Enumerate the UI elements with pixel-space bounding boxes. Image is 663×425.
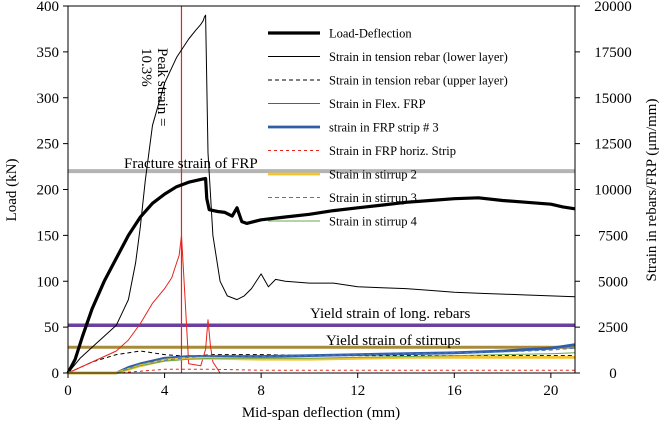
legend-label-6: Strain in FRP horiz. Strip [329, 144, 456, 158]
y-left-tick-label: 150 [37, 228, 60, 244]
series-line-5 [68, 343, 576, 375]
x-axis-title: Mid-span deflection (mm) [242, 405, 400, 421]
x-tick-label: 16 [447, 383, 463, 399]
series-group [66, 14, 576, 375]
x-tick-label: 12 [350, 383, 365, 399]
y-left-tick-label: 100 [37, 274, 60, 290]
x-tick-label: 8 [257, 383, 265, 399]
y-right-tick-label: 5000 [598, 274, 628, 290]
legend-label-9: Strain in stirrup 4 [329, 215, 418, 229]
series-line-2 [67, 14, 576, 374]
reference-label-yield-long-line: Yield strain of long. rebars [310, 306, 471, 322]
series-line-9 [68, 352, 576, 374]
y-left-tick-label: 400 [37, 0, 60, 15]
y-left-tick-label: 50 [44, 320, 59, 336]
series-line-1 [66, 176, 576, 374]
legend-label-5: strain in FRP strip # 3 [329, 121, 439, 135]
y-left-tick-label: 300 [37, 91, 60, 107]
reference-label-fracture-line: Fracture strain of FRP [124, 156, 258, 172]
y-left-tick-label: 0 [52, 366, 60, 382]
y-right-tick-label: 0 [609, 366, 617, 382]
y-right-tick-label: 7500 [598, 228, 628, 244]
y-right-tick-label: 12500 [594, 137, 632, 153]
x-tick-label: 4 [161, 383, 169, 399]
legend-label-4: Strain in Flex. FRP [329, 97, 426, 111]
y-left-axis-title: Load (kN) [4, 159, 20, 222]
plot-background [68, 6, 575, 373]
y-left-tick-label: 350 [37, 45, 60, 61]
legend-label-3: Strain in tension rebar (upper layer) [329, 74, 508, 88]
legend-label-1: Load-Deflection [329, 27, 412, 41]
x-tick-label: 20 [543, 383, 558, 399]
y-right-tick-label: 10000 [594, 183, 632, 199]
y-right-tick-label: 17500 [594, 45, 632, 61]
y-right-tick-label: 15000 [594, 91, 632, 107]
legend: Load-Deflection Strain in tension rebar (… [268, 27, 508, 229]
axes: 0 4 8 12 16 200501001502002503003504000250050… [37, 0, 632, 399]
series-line-4 [67, 234, 221, 374]
series-line-8 [68, 347, 576, 374]
reference-lines: Fracture strain of FRP Yield strain of lo… [68, 6, 575, 373]
y-left-tick-label: 200 [37, 183, 60, 199]
series-line-3 [67, 350, 575, 374]
legend-label-7: Strain in stirrup 2 [329, 168, 417, 182]
y-right-axis-title: Strain in rebars/FRP (μm/mm) [644, 99, 660, 282]
y-right-tick-label: 20000 [594, 0, 632, 15]
x-tick-label: 0 [64, 383, 72, 399]
series-line-6 [68, 368, 575, 374]
reference-label-yield-stirrup-line: Yield strain of stirrups [326, 333, 461, 349]
legend-label-2: Strain in tension rebar (lower layer) [329, 50, 508, 64]
y-right-tick-label: 2500 [598, 320, 628, 336]
legend-label-8: Strain in stirrup 3 [329, 191, 417, 205]
y-left-tick-label: 250 [37, 137, 60, 153]
